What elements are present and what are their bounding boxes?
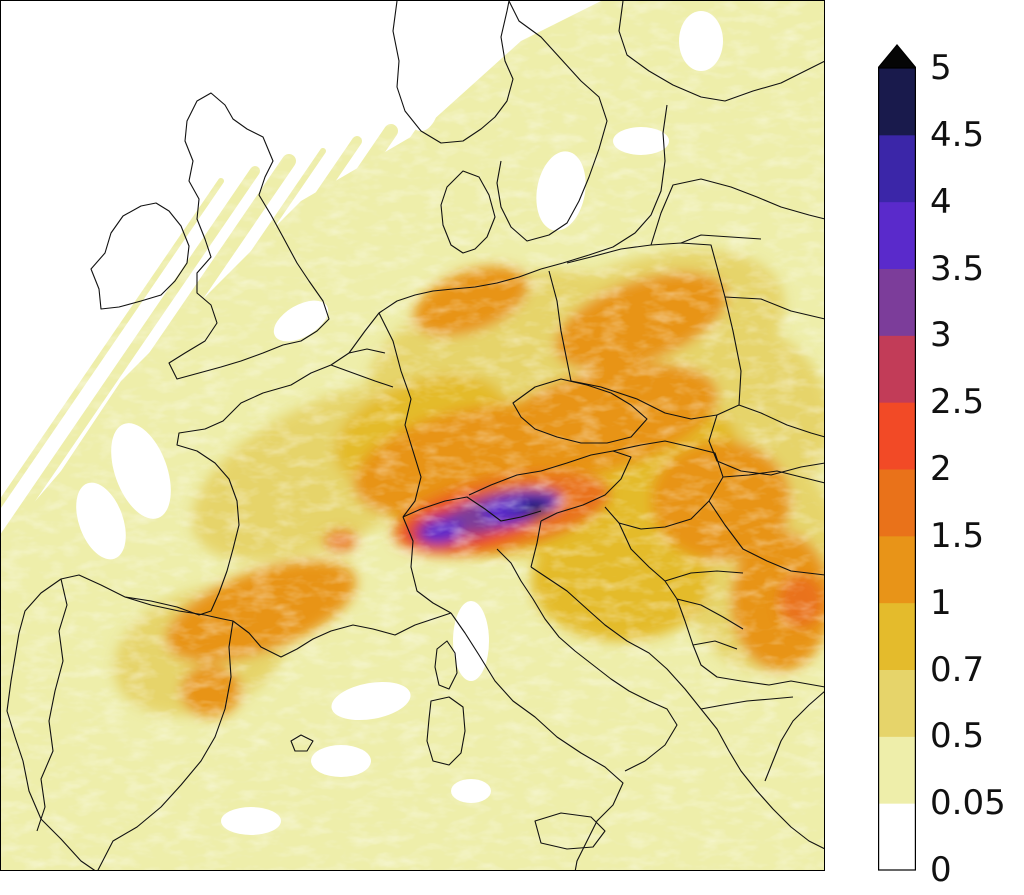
coast-adriatic [530, 566, 824, 850]
colorbar [878, 44, 916, 872]
colorbar-tick-label: 5 [930, 48, 952, 88]
coast-baltic [540, 104, 668, 270]
colorbar-tick-label: 4.5 [930, 114, 985, 155]
colorbar-segment [878, 68, 916, 136]
coast-sardinia [426, 696, 466, 766]
colorbar-segment [878, 803, 916, 871]
colorbar-segment [878, 335, 916, 403]
border-italy-north [402, 516, 542, 614]
colorbar-svg [878, 44, 916, 871]
border-hungary [604, 440, 724, 530]
colorbar-tick-label: 0 [930, 850, 952, 890]
colorbar-tick-label: 1.5 [930, 515, 985, 556]
colorbar-segment [878, 535, 916, 604]
colorbar-tick-label: 0.7 [930, 649, 985, 690]
colorbar-outline [878, 67, 916, 871]
border-ukraine [708, 404, 824, 476]
texture-overlay [1, 1, 824, 870]
coast-sweden [496, 1, 608, 242]
colorbar-segment [878, 134, 916, 203]
coast-balearics [290, 734, 314, 752]
border-spain-france [124, 596, 234, 622]
coast-aegean [764, 691, 824, 782]
coast-italy [450, 548, 678, 870]
coast-great-britain [168, 92, 330, 380]
colorbar-tick-label: 1 [930, 582, 952, 623]
border-poland-east [566, 242, 742, 420]
colorbar-extend-arrow [878, 44, 916, 69]
coast-spain-east [97, 620, 234, 870]
precipitation-map [1, 1, 824, 870]
colorbar-tick-label: 4 [930, 181, 952, 222]
coast-ireland [90, 202, 190, 310]
border-balkans [618, 522, 824, 688]
coast-sicily [534, 812, 606, 850]
border-greece [700, 696, 794, 710]
colorbar-tick-label: 2.5 [930, 382, 985, 423]
colorbar-segment [878, 402, 916, 470]
border-czech [512, 378, 648, 444]
coast-scandinavia [392, 1, 514, 144]
border-germany-poland [548, 270, 572, 382]
colorbar-segment [878, 602, 916, 670]
colorbar-tick-label: 2 [930, 449, 952, 489]
coast-denmark [440, 170, 496, 254]
border-romania [708, 470, 824, 576]
colorbar-tick-label: 0.5 [930, 716, 985, 757]
colorbar-tick-label: 3.5 [930, 248, 985, 289]
border-benelux [330, 348, 394, 388]
map-panel [0, 0, 825, 871]
colorbar-tick-label: 3 [930, 315, 952, 356]
colorbar-tick-label: 0.05 [930, 783, 1006, 824]
colorbar-segment [878, 201, 916, 269]
coast-corsica [434, 640, 458, 690]
colorbar-segment [878, 669, 916, 737]
coast-med-west [232, 612, 452, 658]
coastlines-borders [6, 1, 824, 870]
colorbar-segment [878, 268, 916, 336]
border-spain-portugal [36, 578, 68, 832]
border-france-germany [378, 312, 422, 518]
border-baltics [650, 178, 824, 320]
colorbar-segment [878, 736, 916, 804]
colorbar-segment [878, 469, 916, 537]
border-alps-swiss [402, 496, 542, 522]
coast-finland [618, 1, 824, 102]
